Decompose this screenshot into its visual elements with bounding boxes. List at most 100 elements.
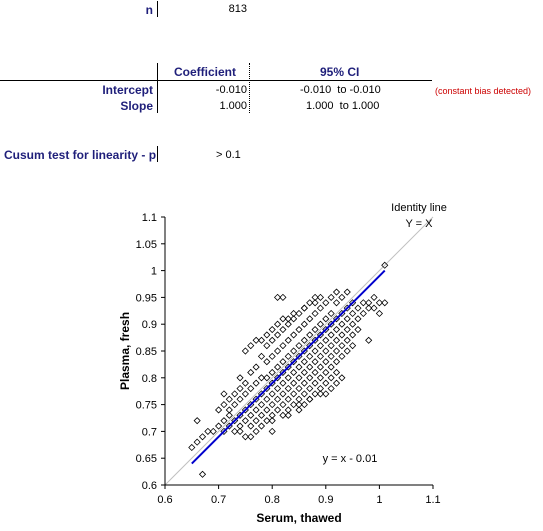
data-point — [300, 336, 308, 344]
data-point — [284, 320, 292, 328]
data-point — [263, 417, 271, 425]
data-point — [332, 368, 341, 377]
data-point — [322, 347, 330, 355]
coefficient-header: Coefficient — [174, 65, 237, 79]
data-point — [306, 363, 314, 371]
data-point — [268, 368, 276, 377]
data-point — [231, 390, 239, 398]
data-point — [257, 374, 266, 382]
data-point — [273, 320, 282, 328]
x-tick-label: 0.8 — [265, 494, 280, 506]
intercept-coef: -0.010 — [215, 84, 247, 96]
data-point — [273, 395, 282, 403]
data-point — [306, 395, 314, 403]
data-point — [215, 406, 223, 414]
data-point — [273, 293, 282, 301]
data-point — [220, 401, 228, 409]
data-point — [198, 470, 207, 478]
data-point — [204, 427, 212, 435]
data-point — [247, 433, 255, 441]
ci-header: 95% CI — [320, 65, 360, 79]
data-point — [375, 309, 383, 318]
data-point — [268, 390, 276, 398]
data-point — [311, 293, 319, 301]
data-point — [284, 406, 292, 414]
data-point — [332, 288, 341, 296]
data-point — [375, 299, 383, 307]
data-point — [236, 374, 244, 382]
n-divider — [157, 1, 158, 17]
data-point — [370, 293, 378, 301]
y-tick-label: 1 — [151, 266, 157, 278]
data-point — [290, 379, 298, 387]
data-point — [349, 320, 357, 328]
data-point — [209, 427, 217, 435]
x-tick-label: 0.9 — [318, 494, 333, 506]
data-point — [300, 304, 308, 312]
y-tick-label: 0.6 — [142, 480, 157, 492]
y-tick-label: 0.95 — [136, 292, 157, 304]
data-point — [279, 379, 287, 387]
data-point — [332, 358, 341, 366]
data-point — [273, 347, 282, 355]
data-point — [268, 427, 276, 435]
data-point — [268, 411, 276, 419]
data-point — [268, 336, 276, 344]
data-point — [295, 406, 303, 414]
data-point — [284, 384, 292, 393]
y-tick-label: 0.75 — [136, 400, 157, 412]
slope-coef: 1.000 — [219, 100, 247, 112]
identity-line — [164, 216, 434, 486]
data-point — [327, 363, 335, 371]
data-point — [332, 336, 341, 344]
data-point — [231, 401, 239, 409]
data-point — [316, 374, 325, 382]
data-point — [327, 293, 335, 301]
data-point — [273, 384, 282, 393]
data-point — [359, 309, 367, 318]
data-point — [247, 422, 255, 430]
identity-equation-label: Y = X — [405, 218, 433, 230]
data-point — [284, 315, 292, 323]
data-point — [268, 401, 276, 409]
data-point — [295, 395, 303, 403]
data-point — [327, 384, 335, 393]
y-tick-label: 0.65 — [136, 453, 157, 465]
data-point — [311, 347, 319, 355]
data-point — [311, 368, 319, 377]
data-point — [354, 304, 362, 312]
y-tick-label: 1.1 — [142, 212, 157, 224]
data-point — [263, 406, 271, 414]
data-point — [236, 422, 244, 430]
data-point — [316, 363, 325, 371]
data-point — [343, 325, 351, 334]
data-point — [241, 417, 249, 425]
data-point — [311, 309, 319, 318]
y-tick-label: 1.05 — [136, 239, 157, 251]
data-point — [263, 358, 271, 366]
data-point — [290, 390, 298, 398]
data-point — [241, 347, 249, 355]
data-point — [300, 390, 308, 398]
data-point — [279, 315, 287, 323]
data-point — [268, 352, 276, 360]
y-tick-label: 0.85 — [136, 346, 157, 358]
data-point — [322, 368, 330, 377]
cusum-divider — [157, 146, 158, 162]
data-point — [273, 406, 282, 414]
constant-bias-note: (constant bias detected) — [435, 86, 532, 96]
data-point — [273, 363, 282, 371]
data-point — [257, 401, 266, 409]
x-tick-label: 0.7 — [211, 494, 226, 506]
data-point — [322, 379, 330, 387]
data-point — [241, 433, 249, 441]
data-point — [322, 336, 330, 344]
data-point — [338, 331, 346, 339]
data-point — [193, 438, 201, 446]
data-point — [370, 304, 378, 312]
data-point — [252, 427, 260, 435]
data-point — [322, 299, 330, 307]
data-point — [381, 299, 389, 307]
data-point — [300, 320, 308, 328]
data-point — [279, 390, 287, 398]
